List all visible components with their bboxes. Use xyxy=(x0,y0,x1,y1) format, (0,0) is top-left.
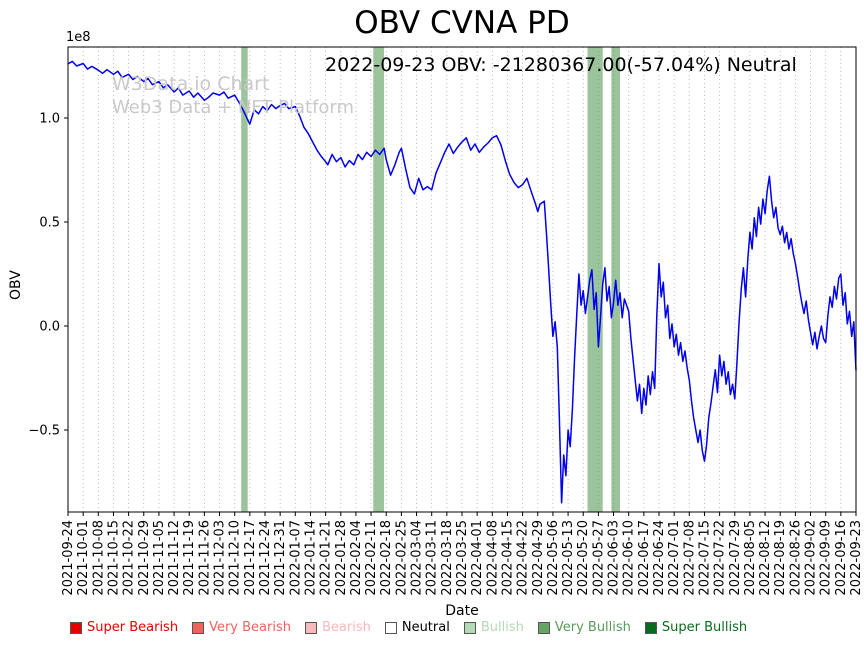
x-tick-label: 2022-01-14 xyxy=(303,520,318,596)
x-tick-label: 2022-09-09 xyxy=(819,520,834,596)
x-tick-label: 2021-10-15 xyxy=(106,520,121,596)
x-tick-label: 2021-12-17 xyxy=(243,520,258,596)
x-tick-label: 2022-07-29 xyxy=(728,520,743,596)
x-tick-label: 2022-02-11 xyxy=(364,520,379,596)
legend-swatch xyxy=(192,621,205,634)
x-tick-label: 2022-03-25 xyxy=(455,520,470,596)
x-tick-label: 2021-10-01 xyxy=(76,520,91,596)
legend-item-bullish: Bullish xyxy=(463,620,524,635)
x-tick-label: 2022-08-26 xyxy=(788,520,803,596)
legend-label: Super Bullish xyxy=(661,620,748,635)
x-tick-label: 2021-10-08 xyxy=(91,520,106,596)
legend-swatch xyxy=(644,621,657,634)
legend-item-very-bearish: Very Bearish xyxy=(192,620,291,635)
legend-swatch xyxy=(70,621,82,634)
x-tick-label: 2022-08-12 xyxy=(758,520,773,596)
x-tick-label: 2022-02-25 xyxy=(394,520,409,596)
legend-swatch xyxy=(384,621,397,634)
x-tick-label: 2022-07-22 xyxy=(713,520,728,596)
legend: Super Bearish Very Bearish Bearish Neutral B… xyxy=(70,620,747,635)
y-tick-label: 1.0 xyxy=(39,112,60,127)
x-tick-label: 2022-09-16 xyxy=(834,520,849,596)
x-tick-label: 2022-04-08 xyxy=(485,520,500,596)
x-tick-label: 2021-12-10 xyxy=(228,520,243,596)
very-bullish-band xyxy=(587,47,603,512)
legend-label: Very Bullish xyxy=(554,620,631,635)
x-tick-label: 2022-02-04 xyxy=(349,520,364,596)
legend-item-bearish: Bearish xyxy=(304,620,371,635)
latest-obv-annotation: 2022-09-23 OBV: -21280367.00(-57.04%) Ne… xyxy=(325,54,797,76)
x-tick-label: 2022-03-18 xyxy=(440,520,455,596)
legend-item-super-bearish: Super Bearish xyxy=(70,620,178,635)
y-tick-label: −0.5 xyxy=(28,424,60,439)
x-tick-label: 2021-11-19 xyxy=(182,520,197,596)
obv-line xyxy=(67,60,857,504)
legend-swatch xyxy=(463,621,476,634)
x-tick-label: 2022-05-20 xyxy=(576,520,591,596)
x-tick-label: 2022-01-07 xyxy=(288,520,303,596)
x-tick-label: 2022-04-15 xyxy=(500,520,515,596)
watermark-line1: W3Data.io Chart xyxy=(112,73,270,95)
x-tick-label: 2022-07-01 xyxy=(667,520,682,596)
x-tick-label: 2022-02-18 xyxy=(379,520,394,596)
x-tick-label: 2022-05-27 xyxy=(591,520,606,596)
x-tick-label: 2021-10-29 xyxy=(137,520,152,596)
legend-label: Very Bearish xyxy=(209,620,291,635)
legend-swatch xyxy=(304,621,317,634)
x-tick-label: 2021-11-26 xyxy=(197,520,212,596)
x-tick-label: 2021-12-31 xyxy=(273,520,288,596)
x-tick-label: 2022-06-24 xyxy=(652,520,667,596)
x-tick-label: 2022-08-19 xyxy=(773,520,788,596)
x-tick-label: 2021-09-24 xyxy=(61,520,76,596)
x-tick-label: 2022-09-23 xyxy=(849,520,864,596)
legend-label: Neutral xyxy=(401,620,450,635)
x-axis-label: Date xyxy=(445,603,479,619)
legend-label: Bullish xyxy=(480,620,524,635)
legend-item-very-bullish: Very Bullish xyxy=(537,620,631,635)
x-tick-label: 2022-04-22 xyxy=(516,520,531,596)
x-tick-label: 2021-12-24 xyxy=(258,520,273,596)
x-tick-label: 2021-12-03 xyxy=(213,520,228,596)
x-tick-label: 2022-06-17 xyxy=(637,520,652,596)
y-tick-label: 0.0 xyxy=(39,320,60,335)
legend-label: Super Bearish xyxy=(87,620,179,635)
x-tick-label: 2022-01-21 xyxy=(319,520,334,596)
chart-title: OBV CVNA PD xyxy=(354,5,570,41)
y-axis-label: OBV xyxy=(8,270,24,300)
x-tick-label: 2022-06-10 xyxy=(622,520,637,596)
x-tick-label: 2022-06-03 xyxy=(607,520,622,596)
x-tick-label: 2022-07-08 xyxy=(682,520,697,596)
x-tick-label: 2022-03-11 xyxy=(425,520,440,596)
x-tick-label: 2022-08-05 xyxy=(743,520,758,596)
legend-swatch xyxy=(537,621,550,634)
x-tick-label: 2021-11-05 xyxy=(152,520,167,596)
very-bullish-band xyxy=(373,47,385,512)
x-tick-label: 2022-05-06 xyxy=(546,520,561,596)
x-tick-label: 2022-03-04 xyxy=(410,520,425,596)
x-tick-label: 2022-04-01 xyxy=(470,520,485,596)
x-tick-label: 2021-10-22 xyxy=(122,520,137,596)
y-tick-label: 0.5 xyxy=(39,216,60,231)
x-tick-label: 2022-09-02 xyxy=(804,520,819,596)
legend-item-super-bullish: Super Bullish xyxy=(644,620,748,635)
very-bullish-band xyxy=(241,47,248,512)
x-tick-label: 2022-04-29 xyxy=(531,520,546,596)
x-tick-label: 2022-05-13 xyxy=(561,520,576,596)
x-tick-label: 2022-01-28 xyxy=(334,520,349,596)
x-tick-label: 2022-07-15 xyxy=(697,520,712,596)
watermark-line2: Web3 Data + NFT Platform xyxy=(112,97,355,118)
x-tick-label: 2021-11-12 xyxy=(167,520,182,596)
y-axis-offset-label: 1e8 xyxy=(66,30,91,45)
legend-label: Bearish xyxy=(321,620,371,635)
legend-item-neutral: Neutral xyxy=(384,620,450,635)
